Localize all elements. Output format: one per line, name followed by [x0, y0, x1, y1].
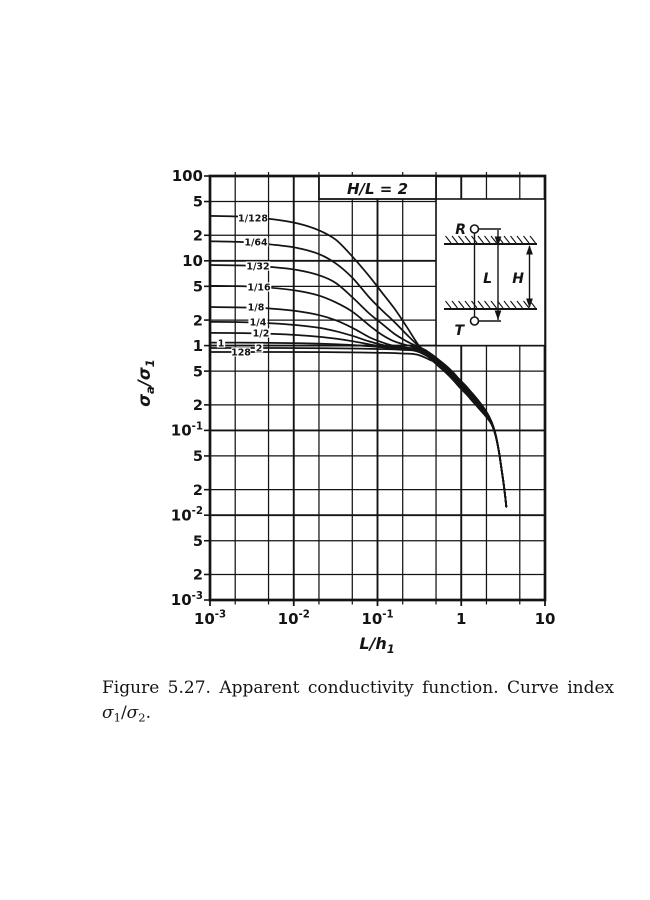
- thickness-arrowhead-bottom: [526, 298, 533, 308]
- y-tick-label: 5: [193, 534, 203, 550]
- chart-background: [0, 0, 650, 672]
- x-axis-title: L/h1: [359, 634, 394, 656]
- lower-hatch-tick: [523, 300, 530, 309]
- y-tick-label: 2: [193, 483, 203, 499]
- chart-title-box: [318, 175, 437, 200]
- curve-label-bg: [243, 237, 269, 247]
- lower-hatch-tick: [510, 300, 517, 309]
- y-tick-label: 2: [193, 568, 203, 584]
- spacing-label: L: [483, 271, 492, 287]
- spacing-arrowhead-top: [494, 236, 502, 246]
- curve-label-bg: [238, 213, 268, 223]
- y-tick-label: 10: [182, 252, 203, 270]
- upper-hatch-tick: [516, 235, 523, 244]
- x-tick-label: 10-2: [278, 610, 310, 628]
- y-tick-label: 2: [193, 228, 203, 244]
- caption-period: .: [145, 702, 152, 723]
- caption-line-2: σ1/σ2.: [102, 701, 568, 726]
- apparent-conductivity-chart: H/L = 2 1/128 1/64 1/32 1/16 1/8 1/41/2 1 2 128 R T…: [0, 0, 650, 672]
- y-tick-label: 2: [193, 313, 203, 329]
- thickness-arrowhead-top: [526, 245, 533, 255]
- y-tick-label: 5: [193, 195, 203, 211]
- y-tick-label: 10-3: [171, 591, 203, 609]
- lower-hatch-tick: [458, 300, 465, 309]
- curve-label-1: 1: [218, 338, 225, 349]
- figure-caption: Figure 5.27. Apparent conductivity funct…: [102, 676, 615, 726]
- curve-label-1-8: 1/8: [248, 302, 265, 313]
- upper-hatch-tick: [477, 235, 484, 244]
- upper-hatch-tick: [451, 235, 458, 244]
- curve-label-1-2: 1/2: [253, 328, 270, 339]
- caption-slash: /: [120, 702, 127, 723]
- upper-hatch-tick: [464, 235, 471, 244]
- curve-label-bg: [248, 317, 268, 327]
- caption-sub-1: 1: [113, 710, 121, 725]
- x-tick-label: 10-1: [361, 610, 393, 628]
- caption-sigma-2: σ: [126, 702, 139, 723]
- upper-hatch-tick: [529, 235, 536, 244]
- caption-line-1: Figure 5.27. Apparent conductivity funct…: [102, 678, 615, 698]
- curve-label-bg: [216, 338, 226, 348]
- upper-hatch-tick: [445, 235, 452, 244]
- thickness-label: H: [512, 271, 524, 287]
- caption-sigma-1: σ: [102, 702, 114, 723]
- caption-sub-2: 2: [138, 710, 146, 725]
- lower-hatch-tick: [484, 300, 491, 309]
- curve-128: [209, 351, 508, 508]
- lower-hatch-tick: [445, 300, 452, 309]
- curve-label-bg: [246, 282, 272, 292]
- y-tick-label: 10-1: [171, 421, 203, 439]
- transmitter-marker: [469, 316, 480, 326]
- upper-hatch-tick: [490, 235, 497, 244]
- spacing-arrowhead-bottom: [494, 310, 502, 320]
- lower-hatch-tick: [490, 300, 497, 309]
- y-tick-label: 5: [193, 364, 203, 380]
- curve-label-1-64: 1/64: [244, 237, 268, 248]
- y-tick-label: 2: [193, 398, 203, 414]
- curve-label-2: 2: [256, 343, 263, 354]
- lower-hatch-tick: [451, 300, 458, 309]
- y-tick-label: 5: [193, 280, 203, 296]
- y-tick-label: 1: [193, 337, 203, 355]
- curve-label-bg: [246, 302, 266, 312]
- lower-hatch-tick: [477, 300, 484, 309]
- x-tick-label: 10: [535, 610, 556, 628]
- curve-label-1-32: 1/32: [246, 261, 269, 272]
- curve-label-1-16: 1/16: [247, 282, 271, 293]
- x-tick-label: 1: [456, 610, 466, 628]
- x-tick-label: 10-3: [194, 610, 226, 628]
- curve-label-bg: [254, 343, 264, 353]
- curve-label-1-4: 1/4: [250, 317, 267, 328]
- curve-label-bg: [251, 328, 271, 338]
- curve-label-128: 128: [231, 347, 251, 358]
- receiver-label: R: [455, 222, 466, 238]
- upper-hatch-tick: [523, 235, 530, 244]
- upper-hatch-tick: [458, 235, 465, 244]
- curve-label-bg: [231, 347, 251, 357]
- curve-label-bg: [245, 261, 271, 271]
- receiver-marker: [469, 224, 480, 234]
- chart-title: H/L = 2: [347, 180, 408, 198]
- lower-hatch-tick: [464, 300, 471, 309]
- upper-hatch-tick: [510, 235, 517, 244]
- lower-hatch-tick: [503, 300, 510, 309]
- transmitter-label: T: [454, 323, 465, 339]
- y-tick-label: 5: [193, 449, 203, 465]
- upper-hatch-tick: [484, 235, 491, 244]
- upper-hatch-tick: [503, 235, 510, 244]
- y-tick-label: 100: [172, 167, 203, 185]
- curve-label-1-128: 1/128: [238, 213, 268, 224]
- lower-hatch-tick: [516, 300, 523, 309]
- y-tick-label: 10-2: [171, 506, 203, 524]
- y-axis-title: σa/σ1: [135, 359, 157, 407]
